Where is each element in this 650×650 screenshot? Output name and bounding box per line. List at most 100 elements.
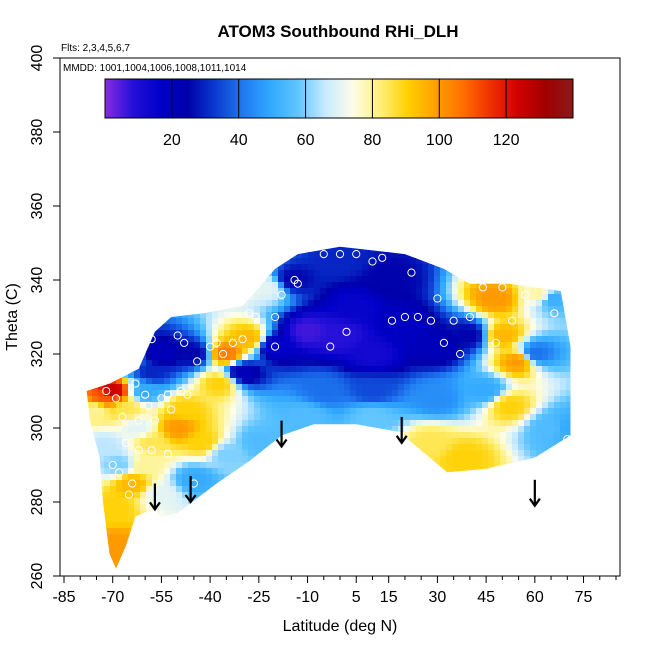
heatmap-cell <box>410 294 417 301</box>
heatmap-cell <box>134 504 141 511</box>
heatmap-cell <box>344 348 351 355</box>
heatmap-cell <box>188 444 195 451</box>
observation-point <box>180 338 189 347</box>
heatmap-cell <box>380 294 387 301</box>
heatmap-cell <box>344 264 351 271</box>
heatmap-cell <box>212 384 219 391</box>
heatmap-cell <box>368 282 375 289</box>
heatmap-cell <box>104 498 111 505</box>
heatmap-cell <box>176 462 183 469</box>
heatmap-cell <box>248 414 255 421</box>
heatmap-cell <box>224 444 231 451</box>
heatmap-cell <box>260 372 267 379</box>
observation-point <box>128 479 137 488</box>
heatmap-cell <box>128 468 135 475</box>
heatmap-cell <box>302 366 309 373</box>
heatmap-cell <box>488 456 495 463</box>
heatmap-cell <box>278 282 285 289</box>
heatmap-cell <box>128 420 135 427</box>
heatmap-cell <box>170 402 177 409</box>
heatmap-cell <box>272 432 279 439</box>
heatmap-cell <box>422 396 429 403</box>
heatmap-cell <box>470 372 477 379</box>
heatmap-cell <box>446 444 453 451</box>
heatmap-cell <box>500 450 507 457</box>
heatmap-cell <box>278 402 285 409</box>
heatmap-cell <box>404 312 411 319</box>
heatmap-cell <box>356 360 363 367</box>
heatmap-cell <box>218 426 225 433</box>
heatmap-cell <box>302 318 309 325</box>
heatmap-cell <box>482 312 489 319</box>
heatmap-cell <box>404 258 411 265</box>
heatmap-cell <box>560 342 567 349</box>
heatmap-cell <box>524 438 531 445</box>
heatmap-cell <box>152 330 159 337</box>
heatmap-cell <box>458 324 465 331</box>
heatmap-cell <box>170 504 177 511</box>
heatmap-cell <box>464 408 471 415</box>
heatmap-cell <box>392 252 399 259</box>
heatmap-cell <box>428 300 435 307</box>
heatmap-cell <box>332 360 339 367</box>
heatmap-cell <box>506 390 513 397</box>
heatmap-cell <box>206 336 213 343</box>
heatmap-cell <box>320 312 327 319</box>
heatmap-cell <box>386 348 393 355</box>
heatmap-cell <box>314 378 321 385</box>
heatmap-cell <box>458 336 465 343</box>
heatmap-cell <box>164 474 171 481</box>
heatmap-cell <box>548 438 555 445</box>
heatmap-cell <box>350 354 357 361</box>
heatmap-cell <box>266 324 273 331</box>
heatmap-cell <box>416 330 423 337</box>
heatmap-cell <box>134 372 141 379</box>
heatmap-cell <box>464 342 471 349</box>
heatmap-cell <box>212 348 219 355</box>
heatmap-cell <box>494 372 501 379</box>
heatmap-cell <box>518 438 525 445</box>
heatmap-cell <box>494 312 501 319</box>
heatmap-cell <box>470 336 477 343</box>
heatmap-cell <box>110 456 117 463</box>
heatmap-cell <box>230 444 237 451</box>
heatmap-cell <box>464 378 471 385</box>
heatmap-cell <box>428 438 435 445</box>
heatmap-cell <box>440 408 447 415</box>
heatmap-cell <box>398 306 405 313</box>
heatmap-cell <box>206 330 213 337</box>
heatmap-cell <box>272 324 279 331</box>
heatmap-cell <box>458 384 465 391</box>
heatmap-cell <box>158 492 165 499</box>
heatmap-cell <box>536 300 543 307</box>
heatmap-cell <box>440 354 447 361</box>
heatmap-cell <box>548 300 555 307</box>
heatmap-cell <box>92 390 99 397</box>
heatmap-cell <box>296 306 303 313</box>
heatmap-cell <box>524 300 531 307</box>
heatmap-cell <box>200 366 207 373</box>
x-tick-label: 5 <box>352 589 361 606</box>
heatmap-cell <box>476 312 483 319</box>
heatmap-cell <box>152 390 159 397</box>
heatmap-cell <box>440 270 447 277</box>
heatmap-cell <box>434 396 441 403</box>
observation-point <box>563 435 572 444</box>
heatmap-cell <box>122 468 129 475</box>
heatmap-cell <box>488 300 495 307</box>
heatmap-cell <box>152 444 159 451</box>
heatmap-cell <box>566 354 571 361</box>
heatmap-cell <box>398 396 405 403</box>
heatmap-cell <box>542 318 549 325</box>
heatmap-cell <box>446 330 453 337</box>
heatmap-cell <box>494 450 501 457</box>
heatmap-cell <box>332 420 339 427</box>
heatmap-cell <box>146 456 153 463</box>
heatmap-cell <box>128 480 135 487</box>
heatmap-cell <box>104 420 111 427</box>
heatmap-cell <box>308 420 315 427</box>
heatmap-cell <box>506 348 513 355</box>
heatmap-cell <box>524 402 531 409</box>
heatmap-cell <box>254 408 261 415</box>
heatmap-cell <box>98 420 105 427</box>
